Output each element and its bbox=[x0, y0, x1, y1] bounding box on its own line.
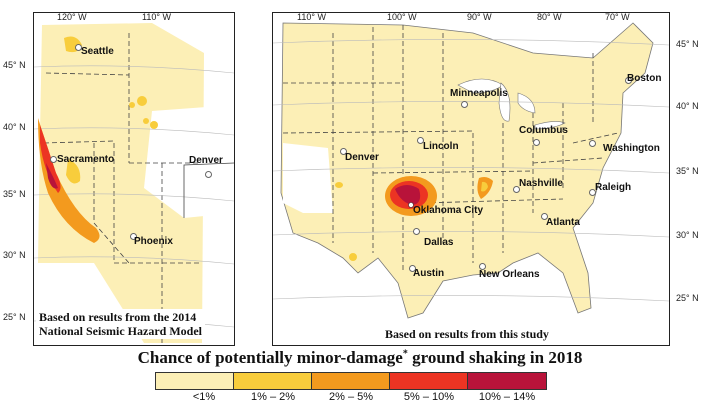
raleigh-dot bbox=[589, 189, 596, 196]
phoenix-dot bbox=[130, 233, 137, 240]
west-lon-tick-110: 110° W bbox=[142, 12, 171, 22]
west-map bbox=[34, 23, 234, 343]
city-label-atlanta: Atlanta bbox=[546, 217, 580, 228]
legend-label-3: 2% – 5% bbox=[328, 391, 374, 403]
conus-caption: Based on results from this study bbox=[381, 326, 553, 342]
legend-label-1: <1% bbox=[192, 391, 216, 403]
washington-dot bbox=[589, 140, 596, 147]
seattle-dot bbox=[75, 44, 82, 51]
west-caption: Based on results from the 2014 National … bbox=[36, 309, 205, 339]
west-lat-tick-25: 25° N bbox=[3, 312, 26, 322]
denver-dot-west bbox=[205, 171, 212, 178]
legend-label-5: 10% – 14% bbox=[478, 391, 536, 403]
west-lat-tick-35: 35° N bbox=[3, 189, 26, 199]
conus-lat-tick-35: 35° N bbox=[676, 166, 699, 176]
atlanta-dot bbox=[541, 213, 548, 220]
city-label-dallas: Dallas bbox=[424, 237, 454, 248]
legend-labels: <1% 1% – 2% 2% – 5% 5% – 10% 10% – 14% bbox=[155, 391, 550, 405]
west-lat-tick-30: 30° N bbox=[3, 250, 26, 260]
conus-lat-tick-30: 30° N bbox=[676, 230, 699, 240]
map-title: Chance of potentially minor-damage* grou… bbox=[0, 348, 720, 368]
nashville-dot bbox=[513, 186, 520, 193]
legend-swatch-5 bbox=[468, 373, 546, 389]
legend-swatch-1 bbox=[156, 373, 234, 389]
city-label-phoenix: Phoenix bbox=[134, 236, 173, 247]
conus-lat-tick-45: 45° N bbox=[676, 39, 699, 49]
city-label-denver-west: Denver bbox=[189, 155, 223, 166]
conus-map bbox=[273, 22, 669, 319]
west-lat-tick-45: 45° N bbox=[3, 60, 26, 70]
legend-swatch-3 bbox=[312, 373, 390, 389]
city-label-oklahoma-city: Oklahoma City bbox=[413, 205, 484, 216]
new-orleans-dot bbox=[479, 263, 486, 270]
city-label-austin: Austin bbox=[413, 268, 445, 279]
city-label-columbus: Columbus bbox=[519, 125, 568, 136]
city-label-washington: Washington bbox=[603, 143, 660, 154]
lincoln-dot bbox=[417, 137, 424, 144]
dallas-dot bbox=[413, 228, 420, 235]
west-caption-line1: Based on results from the 2014 bbox=[39, 310, 197, 324]
minneapolis-dot bbox=[461, 101, 468, 108]
conus-lon-tick-70: 70° W bbox=[605, 12, 630, 22]
city-label-new-orleans: New Orleans bbox=[479, 269, 540, 280]
boston-dot bbox=[625, 77, 632, 84]
west-caption-line2: National Seismic Hazard Model bbox=[39, 324, 202, 338]
legend-label-4: 5% – 10% bbox=[403, 391, 455, 403]
city-label-minneapolis: Minneapolis bbox=[450, 88, 508, 99]
sacramento-dot bbox=[50, 156, 57, 163]
map-title-footnote-mark: * bbox=[402, 348, 408, 360]
legend-swatch-4 bbox=[390, 373, 468, 389]
city-label-sacramento: Sacramento bbox=[57, 154, 115, 165]
city-label-lincoln: Lincoln bbox=[423, 141, 459, 152]
conus-lat-tick-25: 25° N bbox=[676, 293, 699, 303]
city-label-nashville: Nashville bbox=[519, 178, 563, 189]
city-label-seattle: Seattle bbox=[81, 46, 114, 57]
map-title-main: Chance of potentially minor-damage bbox=[137, 348, 403, 367]
legend-label-2: 1% – 2% bbox=[250, 391, 296, 403]
denver-dot bbox=[340, 148, 347, 155]
city-label-boston: Boston bbox=[627, 73, 662, 84]
map-title-tail: ground shaking in 2018 bbox=[407, 348, 583, 367]
west-map-panel: 120° W 110° W Seattle Sacramento Denver … bbox=[33, 12, 235, 346]
conus-lon-tick-80: 80° W bbox=[537, 12, 562, 22]
columbus-dot bbox=[533, 139, 540, 146]
legend bbox=[155, 372, 547, 390]
city-label-raleigh: Raleigh bbox=[595, 182, 632, 193]
legend-swatch-2 bbox=[234, 373, 312, 389]
conus-lon-tick-110: 110° W bbox=[297, 12, 326, 22]
conus-lon-tick-100: 100° W bbox=[387, 12, 417, 22]
conus-lat-tick-40: 40° N bbox=[676, 101, 699, 111]
west-lat-tick-40: 40° N bbox=[3, 122, 26, 132]
austin-dot bbox=[409, 265, 416, 272]
conus-map-panel: 110° W 100° W 90° W 80° W 70° W Minneapo… bbox=[272, 12, 670, 346]
west-lon-tick-120: 120° W bbox=[57, 12, 87, 22]
conus-lon-tick-90: 90° W bbox=[467, 12, 492, 22]
city-label-denver: Denver bbox=[345, 152, 379, 163]
